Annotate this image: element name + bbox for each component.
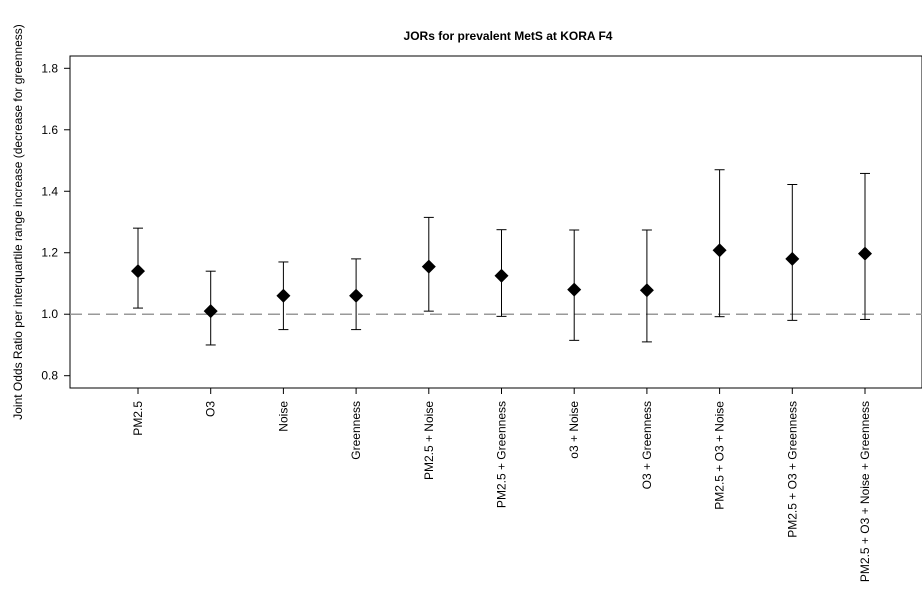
data-point-group <box>712 169 727 318</box>
data-point-group <box>421 216 436 312</box>
point-estimate-marker <box>349 288 364 303</box>
x-tick-label: Greenness <box>349 401 363 460</box>
data-point-group <box>858 172 872 320</box>
point-estimate-marker <box>567 282 582 297</box>
data-point-group <box>203 270 218 346</box>
x-tick-label: PM2.5 + Greenness <box>495 401 509 508</box>
x-tick-label: O3 + Greenness <box>640 401 654 489</box>
y-tick-label: 1.8 <box>41 61 58 75</box>
y-tick-label: 1.0 <box>41 307 58 321</box>
chart-title: JORs for prevalent MetS at KORA F4 <box>404 29 613 43</box>
data-marks <box>131 169 872 346</box>
y-axis-label: Joint Odds Ratio per interquartile range… <box>11 24 25 420</box>
point-estimate-marker <box>494 268 509 283</box>
data-point-group <box>349 258 364 331</box>
data-point-group <box>785 183 800 321</box>
point-estimate-marker <box>712 243 727 258</box>
x-tick-label: PM2.5 + O3 + Greenness <box>785 401 799 538</box>
x-tick-label: PM2.5 <box>131 401 145 436</box>
point-estimate-marker <box>639 283 654 298</box>
point-estimate-marker <box>203 304 218 319</box>
data-point-group <box>567 229 582 341</box>
data-point-group <box>276 261 291 331</box>
data-point-group <box>494 229 509 317</box>
point-estimate-marker <box>421 259 436 274</box>
y-tick-label: 1.4 <box>41 184 58 198</box>
data-point-group <box>131 227 145 309</box>
x-tick-label: PM2.5 + Noise <box>422 401 436 480</box>
x-tick-label: PM2.5 + O3 + Noise <box>713 401 727 510</box>
y-tick-label: 1.2 <box>41 246 58 260</box>
x-tick-label: o3 + Noise <box>567 401 581 459</box>
y-axis: 0.8 1.0 1.2 1.4 1.6 1.8 <box>41 61 70 383</box>
x-tick-label: O3 <box>204 401 218 417</box>
point-estimate-marker <box>276 288 291 303</box>
x-axis: PM2.5 O3 Noise Greenness PM2.5 + Noise PM2.5 … <box>131 388 872 582</box>
y-tick-label: 1.6 <box>41 123 58 137</box>
point-estimate-marker <box>858 246 872 261</box>
y-tick-label: 0.8 <box>41 369 58 383</box>
x-tick-label: PM2.5 + O3 + Noise + Greenness <box>858 401 872 582</box>
x-tick-label: Noise <box>276 401 290 432</box>
point-estimate-marker <box>785 251 800 266</box>
data-point-group <box>639 229 654 343</box>
plot-frame <box>69 55 922 389</box>
point-estimate-marker <box>131 264 145 279</box>
